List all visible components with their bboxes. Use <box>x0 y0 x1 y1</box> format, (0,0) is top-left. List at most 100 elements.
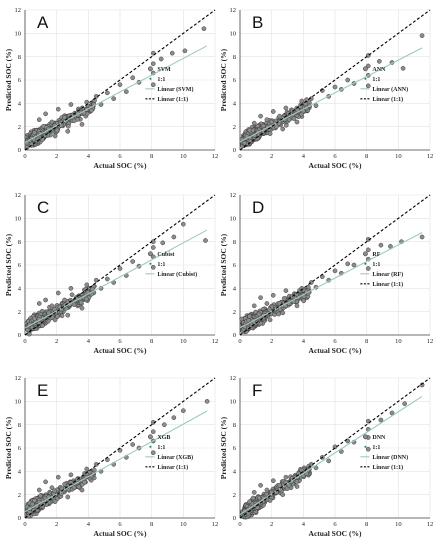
x-tick-label: 8 <box>150 153 153 160</box>
scatter-point <box>36 301 42 306</box>
scatter-point <box>36 117 42 122</box>
legend-marker-points <box>147 251 153 257</box>
scatter-point <box>378 242 384 248</box>
fit-line <box>24 410 208 513</box>
panel-letter: A <box>37 13 49 32</box>
y-tick-label: 2 <box>18 309 21 316</box>
y-tick-label: 4 <box>233 469 237 476</box>
scatter-point <box>171 234 177 240</box>
scatter-point <box>203 238 208 243</box>
y-tick-label: 2 <box>233 492 236 499</box>
y-tick-label: 6 <box>18 445 22 452</box>
scatter-point <box>124 89 129 94</box>
x-tick-label: 6 <box>333 338 337 345</box>
y-tick-label: 2 <box>233 124 236 131</box>
y-tick-label: 4 <box>233 286 237 293</box>
legend-marker-one-to-one <box>149 77 152 80</box>
y-tick-label: 0 <box>233 515 236 522</box>
scatter-point <box>62 297 67 303</box>
x-tick-label: 0 <box>238 338 241 345</box>
scatter-point <box>283 288 289 293</box>
x-tick-label: 10 <box>180 338 187 345</box>
scatter-point <box>267 131 273 136</box>
scatter-point <box>332 84 338 90</box>
scatter-points <box>27 26 207 143</box>
legend-entry: RF <box>372 252 380 258</box>
y-tick-label: 12 <box>230 192 237 199</box>
scatter-point <box>130 442 135 447</box>
x-tick-label: 6 <box>118 338 122 345</box>
legend-marker-points <box>362 66 368 72</box>
scatter-point <box>255 505 260 510</box>
legend-entry: Linear (DNN) <box>372 454 408 461</box>
x-tick-label: 4 <box>87 521 91 528</box>
x-tick-label: 12 <box>427 153 434 160</box>
x-tick-label: 2 <box>55 338 58 345</box>
scatter-point <box>105 276 110 282</box>
scatter-point <box>181 221 186 227</box>
scatter-point <box>377 59 382 64</box>
y-tick-label: 8 <box>233 54 236 61</box>
legend-entry: SVM <box>157 67 171 73</box>
scatter-point <box>79 305 85 311</box>
scatter-point <box>264 117 270 122</box>
scatter-point <box>26 331 32 337</box>
scatter-point <box>286 117 292 122</box>
legend-entry: Linear (1:1) <box>157 464 188 471</box>
scatter-point <box>258 295 263 300</box>
scatter-point <box>55 106 61 112</box>
scatter-point <box>419 33 425 38</box>
scatter-point <box>400 66 406 71</box>
panel-letter: E <box>37 381 48 400</box>
scatter-point <box>365 266 371 271</box>
x-tick-label: 12 <box>212 521 219 528</box>
x-tick-label: 4 <box>302 521 306 528</box>
scatter-point <box>68 102 74 107</box>
scatter-point <box>84 296 89 302</box>
legend-entry: Linear (Cubist) <box>157 271 197 278</box>
x-tick-label: 2 <box>270 338 273 345</box>
y-tick-label: 0 <box>233 147 236 154</box>
scatter-point <box>256 311 262 317</box>
legend-marker-one-to-one <box>364 262 367 265</box>
scatter-point <box>169 50 175 56</box>
scatter-point <box>201 26 207 31</box>
y-tick-label: 12 <box>15 375 22 382</box>
scatter-point <box>270 109 276 114</box>
panel-letter: B <box>252 13 263 32</box>
legend-entry: DNN <box>372 435 386 441</box>
scatter-point <box>378 417 384 423</box>
scatter-point <box>402 401 407 406</box>
scatter-point <box>326 458 331 464</box>
scatter-point <box>71 485 77 490</box>
scatter-point <box>65 123 71 129</box>
scatter-point <box>171 415 177 420</box>
y-tick-label: 0 <box>233 332 236 339</box>
y-tick-label: 4 <box>233 101 237 108</box>
scatter-point <box>32 130 37 135</box>
legend-entry: 1:1 <box>372 262 380 268</box>
scatter-point <box>365 83 371 89</box>
scatter-point <box>351 262 357 268</box>
x-tick-label: 12 <box>427 521 434 528</box>
panel-letter: D <box>252 198 264 217</box>
y-tick-label: 12 <box>15 7 22 14</box>
x-tick-label: 12 <box>427 338 434 345</box>
legend-marker-one-to-one <box>364 445 367 448</box>
gridlines <box>239 9 431 151</box>
scatter-point <box>299 98 305 104</box>
scatter-point <box>258 113 263 119</box>
y-tick-label: 6 <box>18 77 22 84</box>
scatter-point <box>40 323 45 328</box>
scatter-point <box>117 266 123 271</box>
scatter-point <box>303 101 309 107</box>
y-tick-label: 6 <box>18 262 22 269</box>
x-tick-label: 2 <box>270 153 273 160</box>
scatter-point <box>419 234 425 240</box>
x-axis-label: Actual SOC (%) <box>309 346 362 355</box>
scatter-point <box>365 247 371 253</box>
y-axis-label: Predicted SOC (%) <box>4 416 13 479</box>
panel-letter: F <box>252 381 262 400</box>
scatter-point <box>283 474 289 480</box>
